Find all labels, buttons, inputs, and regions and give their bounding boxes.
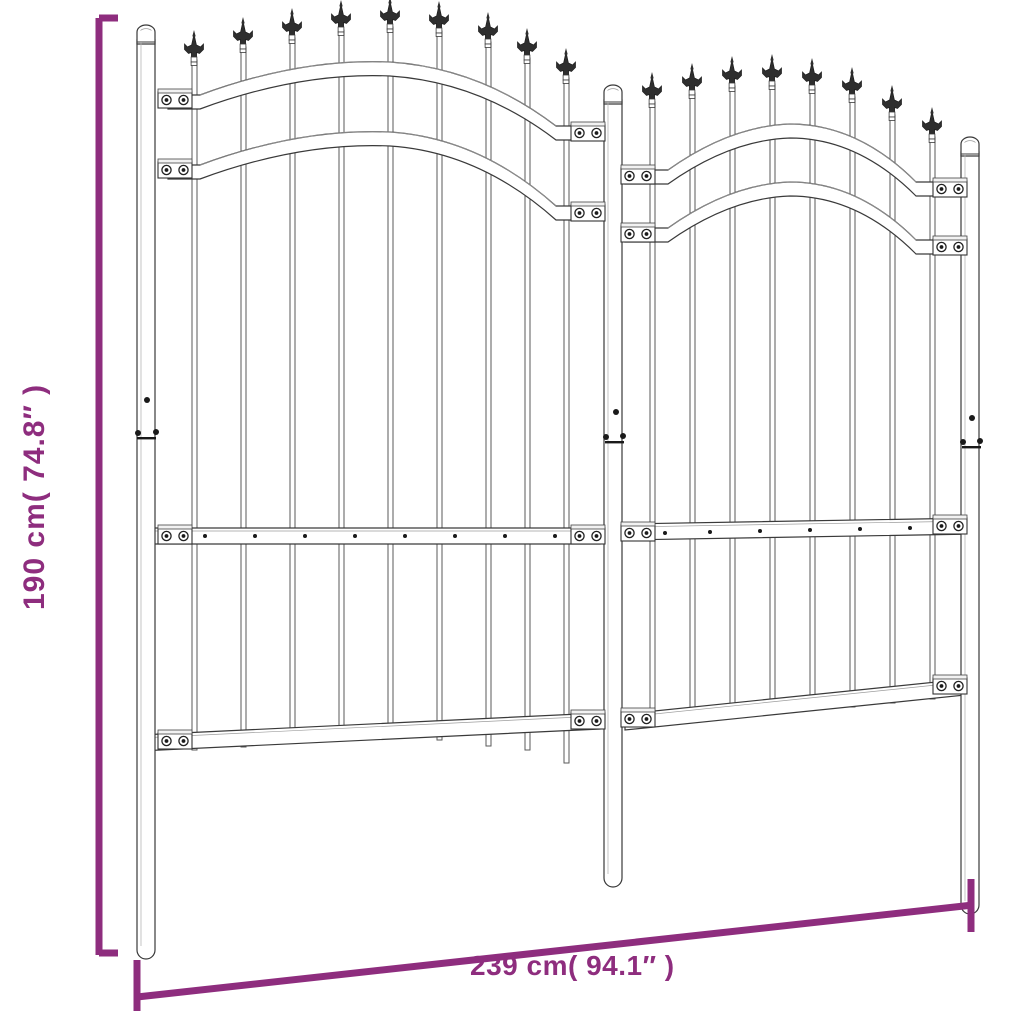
post-left [136,24,156,960]
right-panel-second-rail [624,181,959,255]
post-bolt-marks [135,397,983,449]
width-dimension-label: 239 cm( 94.1″ ) [470,950,675,981]
middle-rail-bolt-marks [203,526,912,538]
post-middle [603,84,623,888]
bottom-rail-right [624,677,976,731]
dimension-lines [95,14,975,1011]
brackets [157,88,968,750]
bottom-rail-left [139,712,601,752]
left-panel-top-rails [167,61,601,141]
middle-rail-right [624,517,976,541]
middle-rail-left [139,527,601,545]
right-panel-pickets [649,83,936,715]
fence-assembly [135,0,983,960]
left-panel-second-rail [167,131,601,221]
height-dimension-label: 190 cm( 74.8″ ) [18,383,51,610]
width-dimension-line [136,901,974,1001]
